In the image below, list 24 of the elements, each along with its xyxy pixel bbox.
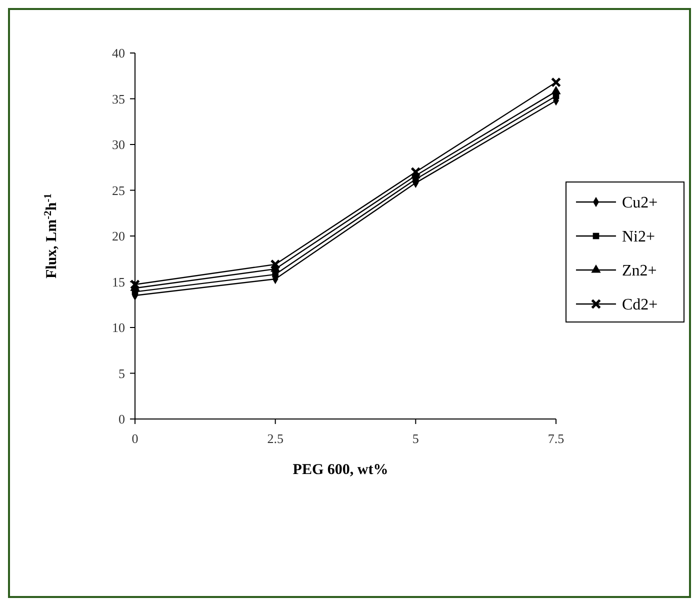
point: [550, 77, 562, 88]
point: [130, 279, 140, 290]
y-tick-label: 15: [112, 274, 125, 290]
point: [551, 86, 561, 94]
y-tick-label: 5: [118, 366, 125, 381]
x-tick-label: 0: [132, 431, 138, 446]
legend-label: Cd2+: [622, 296, 658, 314]
y-tick-label: 10: [112, 320, 125, 336]
y-tick-label: 30: [112, 137, 125, 152]
y-tick-label: 0: [118, 412, 125, 427]
x-tick-label: 5: [412, 431, 419, 446]
y-tick-label: 35: [112, 91, 125, 106]
legend-label: Cu2+: [622, 194, 658, 212]
x-axis-title: PEG 600, wt%: [292, 462, 388, 478]
y-tick-label: 40: [112, 46, 125, 61]
legend-label: Zn2+: [622, 262, 657, 280]
point: [410, 166, 421, 178]
y-tick-label: 25: [112, 182, 125, 198]
x-tick-label: 7.5: [548, 431, 564, 446]
point: [270, 259, 280, 270]
y-tick-label: 20: [112, 228, 125, 244]
x-tick-label: 2.5: [267, 431, 284, 446]
legend-label: Ni2+: [622, 228, 656, 246]
point: [272, 271, 278, 278]
